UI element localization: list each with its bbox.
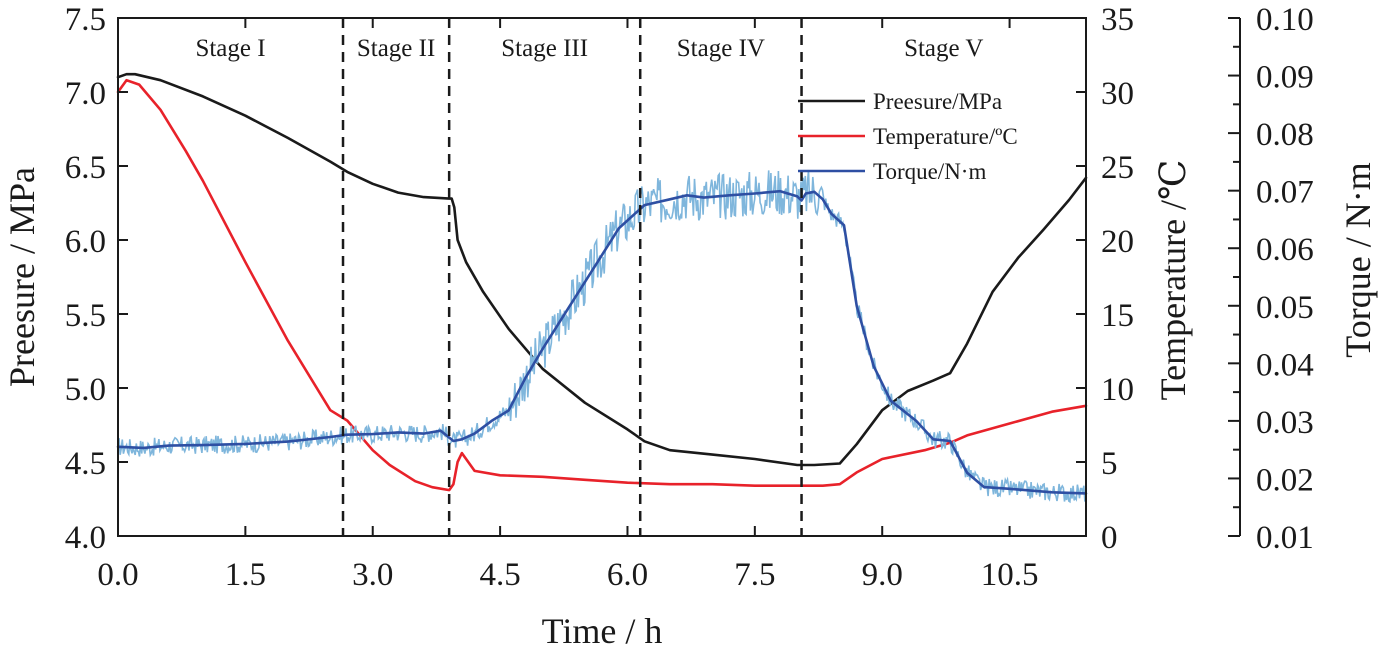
x-tick-label: 1.5	[225, 557, 266, 593]
series-line-temperature	[116, 78, 1088, 492]
x-tick-label: 6.0	[607, 557, 648, 593]
temperature-tick-label: 5	[1101, 446, 1118, 482]
torque-tick-label: 0.06	[1256, 232, 1314, 268]
x-tick-label: 3.0	[352, 557, 393, 593]
stage-dividers: Stage I Stage II Stage III Stage IV Stage V	[195, 18, 983, 536]
x-tick-label: 10.5	[981, 557, 1039, 593]
torque-tick-label: 0.09	[1256, 60, 1314, 96]
temperature-tick-label: 25	[1101, 150, 1134, 186]
stage-label: Stage I	[195, 35, 265, 62]
stage-label: Stage III	[501, 35, 588, 62]
pressure-tick-label: 6.0	[65, 224, 106, 260]
temperature-tick-label: 10	[1101, 372, 1134, 408]
temperature-tick-label: 30	[1101, 76, 1134, 112]
x-tick-label: 7.5	[734, 557, 775, 593]
legend-label: Preesure/MPa	[873, 89, 1002, 114]
series-group	[116, 72, 1088, 504]
x-tick-label: 4.5	[479, 557, 520, 593]
pressure-tick-label: 4.5	[65, 446, 106, 482]
series-line-torque	[116, 189, 1088, 495]
pressure-axis-title: Preesure / MPa	[2, 167, 42, 387]
legend-label: Torque/N·m	[873, 159, 986, 184]
torque-tick-label: 0.07	[1256, 175, 1314, 211]
series-torque-raw-line	[117, 169, 1087, 504]
pressure-tick-label: 4.0	[65, 520, 106, 556]
legend-label: Temperature/ºC	[873, 124, 1018, 149]
temperature-tick-label: 15	[1101, 298, 1134, 334]
torque-tick-label: 0.05	[1256, 290, 1314, 326]
pressure-tick-label: 5.0	[65, 372, 106, 408]
x-axis-title: Time / h	[542, 611, 663, 651]
pressure-tick-label: 7.5	[65, 2, 106, 38]
x-tick-label: 0.0	[97, 557, 138, 593]
temperature-tick-label: 20	[1101, 224, 1134, 260]
pressure-tick-label: 5.5	[65, 298, 106, 334]
legend: Preesure/MPa Temperature/ºC Torque/N·m	[798, 89, 1018, 184]
torque-tick-label: 0.04	[1256, 347, 1314, 383]
torque-tick-label: 0.08	[1256, 117, 1314, 153]
torque-tick-label: 0.01	[1256, 520, 1314, 556]
temperature-tick-label: 0	[1101, 520, 1118, 556]
temperature-tick-label: 35	[1101, 2, 1134, 38]
torque-tick-label: 0.10	[1256, 2, 1314, 38]
torque-tick-label: 0.02	[1256, 462, 1314, 498]
series-line-pressure	[116, 72, 1088, 467]
stage-label: Stage II	[357, 35, 435, 62]
x-tick-label: 9.0	[862, 557, 903, 593]
pressure-tick-label: 7.0	[65, 76, 106, 112]
stage-label: Stage V	[904, 35, 983, 62]
torque-axis-title: Torque / N·m	[1338, 162, 1378, 357]
plot-frame	[117, 17, 1087, 537]
pressure-tick-label: 6.5	[65, 150, 106, 186]
stage-label: Stage IV	[677, 35, 765, 62]
temperature-axis-title: Temperature /℃	[1153, 160, 1193, 401]
torque-tick-label: 0.03	[1256, 405, 1314, 441]
